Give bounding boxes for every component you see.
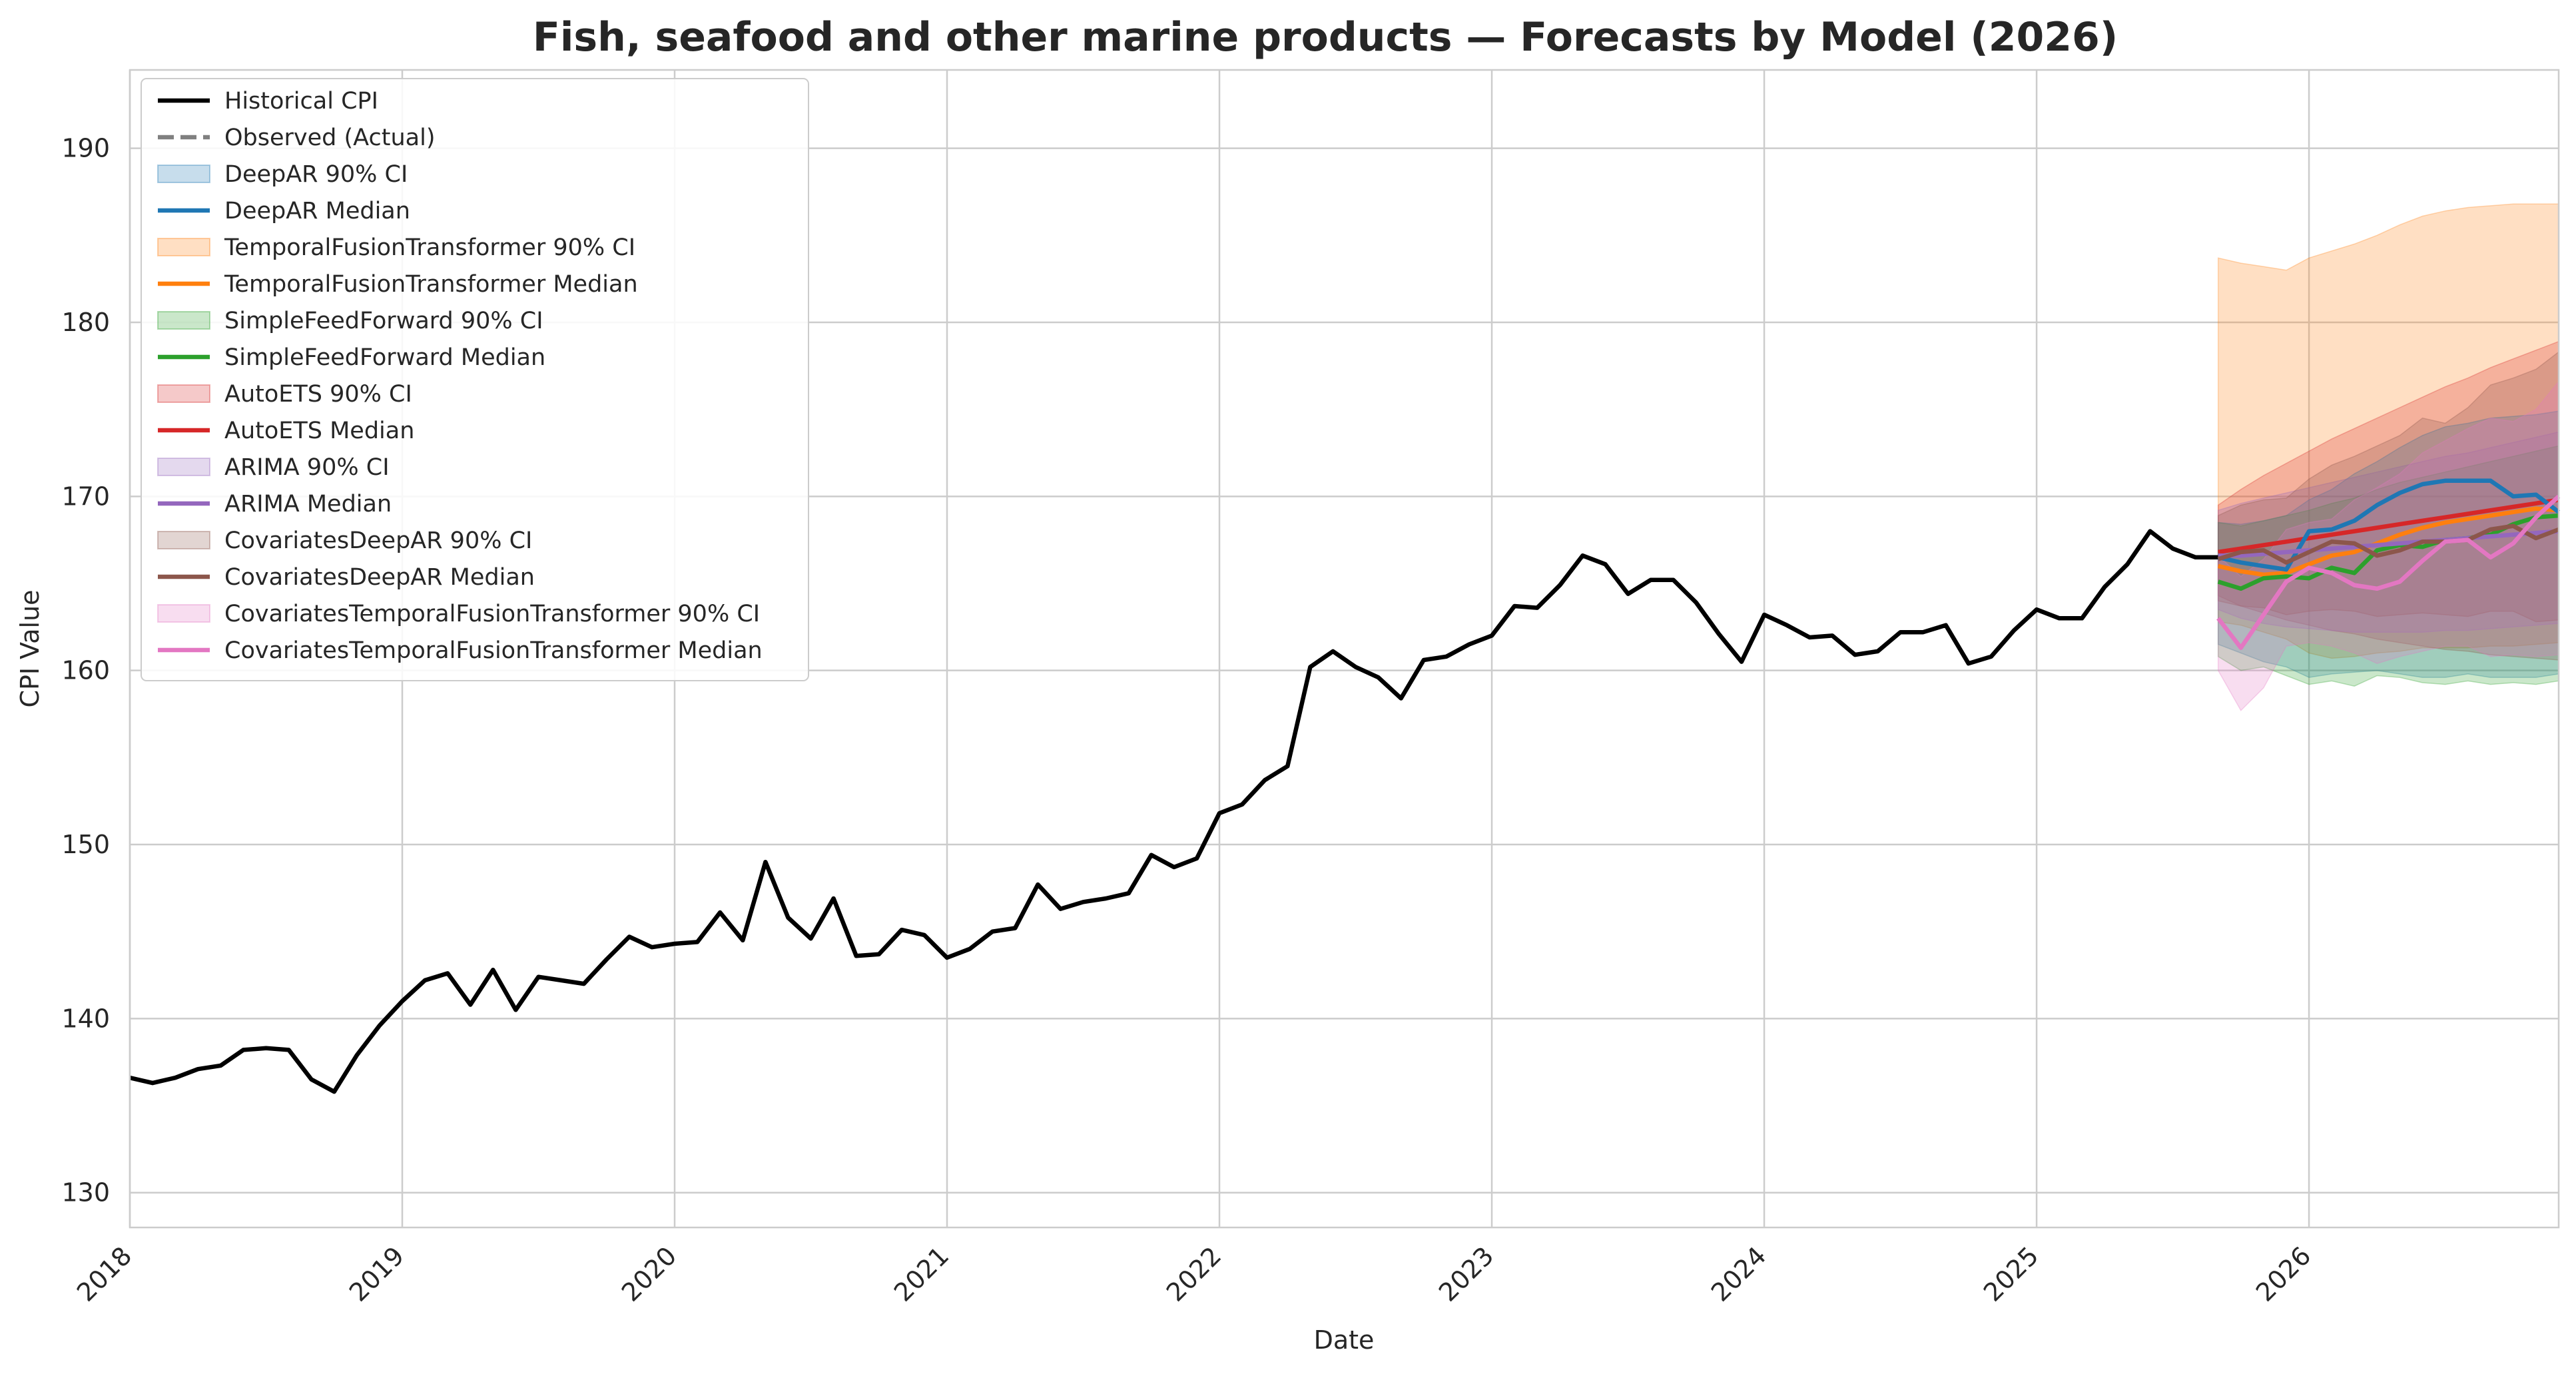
- legend-swatch: [157, 531, 210, 549]
- median-line: [2217, 478, 2560, 572]
- legend-label: ARIMA Median: [224, 491, 392, 517]
- legend-entry: ARIMA 90% CI: [157, 454, 390, 481]
- legend-entry: Historical CPI: [158, 88, 378, 115]
- legend-label: SimpleFeedForward 90% CI: [224, 308, 543, 334]
- y-tick-label: 150: [61, 830, 110, 859]
- median-line: [2217, 523, 2560, 565]
- y-tick-label: 190: [61, 134, 110, 163]
- confidence-bands: [2217, 203, 2559, 712]
- legend-box: [141, 78, 809, 681]
- plot-frame: [129, 69, 2560, 1229]
- legend-entry: CovariatesDeepAR Median: [158, 564, 535, 591]
- median-line: [2217, 506, 2559, 577]
- legend-label: Historical CPI: [224, 88, 378, 115]
- y-tick-label: 180: [61, 308, 110, 337]
- legend-entry: AutoETS 90% CI: [157, 381, 412, 408]
- legend-entry: Observed (Actual): [158, 125, 435, 151]
- legend-label: CovariatesDeepAR 90% CI: [224, 527, 532, 554]
- legend-label: AutoETS 90% CI: [224, 381, 412, 408]
- legend-swatch: [157, 458, 210, 476]
- legend-label: ARIMA 90% CI: [224, 454, 390, 481]
- legend-entry: CovariatesDeepAR 90% CI: [157, 527, 532, 554]
- legend-swatch: [157, 238, 210, 256]
- legend-swatch: [157, 311, 210, 330]
- legend-swatch: [157, 604, 210, 623]
- series-lines: [129, 478, 2561, 1094]
- y-tick-label: 160: [61, 656, 110, 685]
- legend-label: CovariatesTemporalFusionTransformer 90% …: [224, 601, 760, 627]
- legend-label: Observed (Actual): [224, 125, 435, 151]
- x-axis-label: Date: [1314, 1325, 1375, 1355]
- historical-cpi-line: [129, 529, 2218, 1094]
- y-tick-label: 140: [61, 1004, 110, 1033]
- legend-entry: TemporalFusionTransformer Median: [158, 271, 638, 298]
- median-line: [2216, 494, 2561, 650]
- legend-entry: SimpleFeedForward Median: [158, 344, 545, 371]
- y-tick-label: 130: [61, 1178, 110, 1207]
- legend-entry: AutoETS Median: [158, 418, 414, 444]
- legend-label: DeepAR 90% CI: [224, 161, 408, 188]
- legend-label: AutoETS Median: [224, 418, 414, 444]
- legend-swatch: [157, 384, 210, 403]
- legend-label: TemporalFusionTransformer 90% CI: [224, 234, 635, 261]
- legend-entry: DeepAR 90% CI: [157, 161, 408, 188]
- legend-entry: TemporalFusionTransformer 90% CI: [157, 234, 635, 261]
- legend-entry: CovariatesTemporalFusionTransformer Medi…: [158, 637, 763, 664]
- chart-title: Fish, seafood and other marine products …: [533, 14, 2118, 61]
- median-line: [2218, 529, 2559, 558]
- legend-label: TemporalFusionTransformer Median: [224, 271, 638, 298]
- legend-label: SimpleFeedForward Median: [224, 344, 545, 371]
- legend-entry: SimpleFeedForward 90% CI: [157, 308, 543, 334]
- legend-label: CovariatesDeepAR Median: [224, 564, 535, 591]
- legend-entry: CovariatesTemporalFusionTransformer 90% …: [157, 601, 760, 627]
- y-axis-label: CPI Value: [15, 589, 45, 707]
- legend: Historical CPI Observed (Actual) DeepAR 90…: [141, 78, 809, 681]
- legend-entry: ARIMA Median: [158, 491, 392, 517]
- legend-entry: DeepAR Median: [158, 198, 410, 224]
- median-line: [2218, 498, 2559, 555]
- legend-label: DeepAR Median: [224, 198, 410, 224]
- legend-label: CovariatesTemporalFusionTransformer Medi…: [224, 637, 763, 664]
- legend-swatch: [157, 165, 210, 183]
- y-tick-label: 170: [61, 482, 110, 511]
